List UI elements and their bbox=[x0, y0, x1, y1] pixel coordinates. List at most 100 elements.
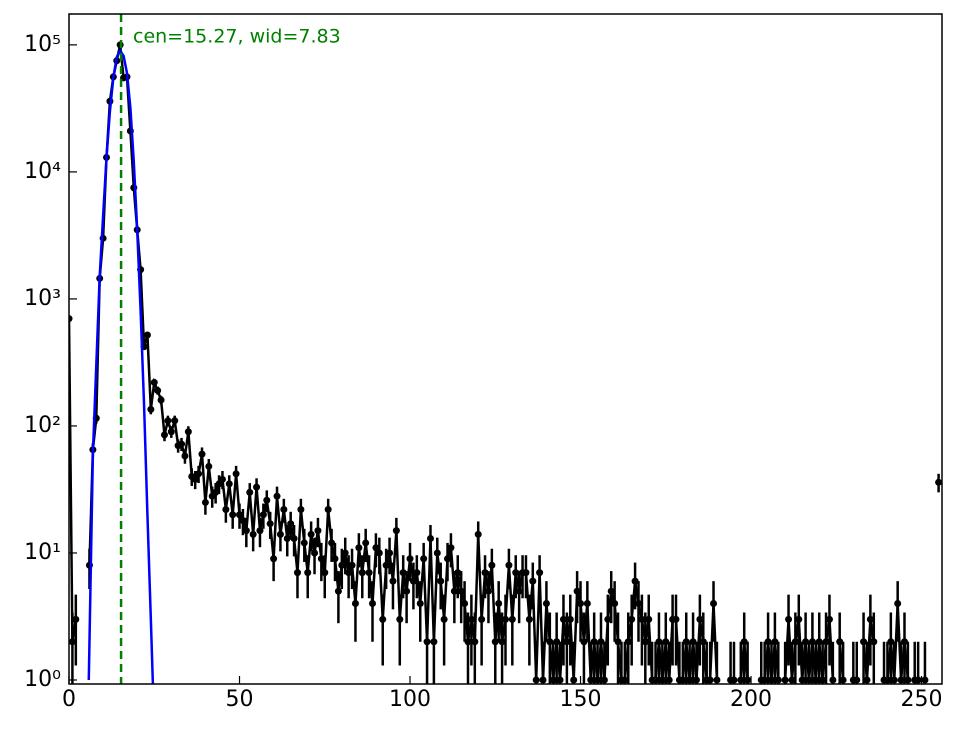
data-point bbox=[416, 600, 424, 608]
data-point bbox=[239, 517, 247, 525]
data-point bbox=[69, 638, 76, 646]
data-point bbox=[536, 569, 544, 577]
data-point bbox=[771, 638, 779, 646]
data-point bbox=[484, 587, 492, 595]
data-point bbox=[935, 478, 942, 486]
data-point bbox=[270, 555, 278, 563]
data-point bbox=[774, 676, 782, 684]
data-point bbox=[761, 676, 769, 684]
x-tick-label: 0 bbox=[62, 687, 76, 712]
data-point bbox=[594, 676, 602, 684]
data-point bbox=[825, 615, 833, 623]
y-tick-label: 10¹ bbox=[24, 540, 61, 565]
data-point bbox=[641, 638, 649, 646]
data-point bbox=[737, 676, 745, 684]
data-point bbox=[171, 417, 179, 425]
data-point bbox=[375, 549, 383, 557]
data-point bbox=[863, 676, 871, 684]
data-point bbox=[447, 544, 455, 552]
x-tick-label: 250 bbox=[901, 687, 943, 712]
data-point bbox=[502, 615, 509, 623]
data-point bbox=[150, 378, 158, 386]
data-point bbox=[457, 587, 465, 595]
data-point bbox=[815, 638, 823, 646]
data-point bbox=[604, 615, 612, 623]
data-point bbox=[614, 638, 622, 646]
data-point bbox=[160, 431, 168, 439]
data-point bbox=[304, 569, 312, 577]
data-point bbox=[372, 544, 380, 552]
data-point bbox=[607, 587, 615, 595]
data-point bbox=[273, 492, 281, 500]
data-point bbox=[454, 569, 462, 577]
data-point bbox=[464, 638, 472, 646]
data-point bbox=[406, 555, 414, 563]
data-point bbox=[819, 676, 827, 684]
x-tick-label: 200 bbox=[730, 687, 772, 712]
data-point bbox=[894, 600, 902, 608]
data-point bbox=[440, 615, 448, 623]
data-point bbox=[201, 498, 209, 506]
data-point bbox=[791, 638, 799, 646]
data-point bbox=[338, 561, 346, 569]
data-point bbox=[914, 676, 922, 684]
data-point bbox=[839, 676, 847, 684]
data-point bbox=[471, 638, 479, 646]
data-point bbox=[624, 638, 632, 646]
data-point bbox=[167, 428, 175, 436]
data-point bbox=[276, 530, 284, 538]
data-point bbox=[69, 315, 73, 323]
y-tick-label: 10³ bbox=[24, 286, 61, 311]
data-point bbox=[382, 561, 390, 569]
data-point bbox=[355, 544, 363, 552]
data-point bbox=[634, 600, 642, 608]
data-point bbox=[232, 470, 240, 478]
plot-frame bbox=[68, 13, 943, 685]
data-point bbox=[764, 638, 772, 646]
data-point bbox=[672, 615, 680, 623]
data-point bbox=[396, 615, 404, 623]
data-point bbox=[328, 539, 336, 547]
data-point bbox=[710, 600, 718, 608]
data-point bbox=[249, 530, 257, 538]
data-point bbox=[259, 511, 267, 519]
data-point bbox=[334, 587, 342, 595]
data-point bbox=[293, 569, 301, 577]
data-point bbox=[331, 555, 339, 563]
data-point bbox=[420, 555, 428, 563]
data-point bbox=[508, 615, 516, 623]
data-point bbox=[212, 488, 220, 496]
data-point bbox=[481, 569, 489, 577]
data-point bbox=[897, 676, 905, 684]
data-point bbox=[808, 638, 816, 646]
data-point bbox=[266, 520, 274, 528]
data-point bbox=[522, 569, 530, 577]
data-point bbox=[488, 561, 496, 569]
data-point bbox=[379, 615, 387, 623]
data-point bbox=[587, 676, 595, 684]
data-point bbox=[437, 577, 445, 585]
data-point bbox=[621, 676, 629, 684]
x-tick-label: 150 bbox=[560, 687, 602, 712]
data-point bbox=[369, 600, 377, 608]
plot bbox=[69, 14, 942, 684]
data-point bbox=[143, 331, 151, 339]
data-point bbox=[491, 638, 499, 646]
data-point bbox=[218, 475, 226, 483]
data-point bbox=[222, 505, 230, 513]
y-tick-label: 10⁵ bbox=[24, 32, 61, 57]
data-point bbox=[590, 638, 598, 646]
x-tick-label: 50 bbox=[226, 687, 254, 712]
data-point bbox=[597, 638, 605, 646]
data-point bbox=[696, 615, 704, 623]
data-point bbox=[665, 676, 673, 684]
data-point bbox=[628, 615, 636, 623]
data-point bbox=[505, 561, 513, 569]
data-point bbox=[652, 676, 660, 684]
data-point bbox=[72, 615, 80, 623]
data-point bbox=[324, 505, 332, 513]
data-point bbox=[154, 387, 162, 395]
data-point bbox=[253, 483, 261, 491]
data-point bbox=[689, 638, 697, 646]
